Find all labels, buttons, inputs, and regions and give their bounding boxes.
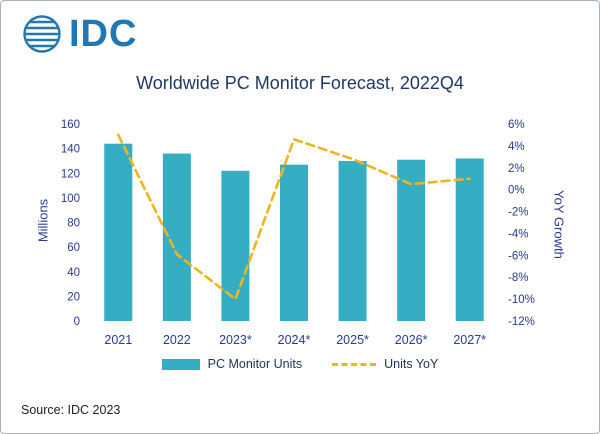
source-note: Source: IDC 2023 — [21, 403, 121, 417]
idc-logo-text: IDC — [69, 13, 138, 55]
x-tick-label: 2023* — [219, 333, 252, 347]
right-tick-label: -4% — [508, 228, 528, 240]
right-tick-label: -12% — [508, 316, 535, 328]
x-tick-label: 2027* — [453, 333, 486, 347]
left-tick-label: 100 — [61, 193, 80, 205]
legend-item-yoy: Units YoY — [332, 357, 438, 371]
left-tick-label: 0 — [74, 316, 80, 328]
left-tick-label: 120 — [61, 168, 80, 180]
right-tick-label: 4% — [508, 141, 525, 153]
left-tick-label: 80 — [67, 218, 80, 230]
yoy-swatch — [332, 362, 377, 366]
x-tick-label: 2021 — [104, 333, 132, 347]
left-tick-label: 20 — [67, 291, 80, 303]
right-tick-label: -8% — [508, 272, 528, 284]
right-tick-label: 0% — [508, 185, 525, 197]
left-tick-label: 160 — [61, 119, 80, 131]
right-tick-label: -2% — [508, 207, 528, 219]
left-tick-label: 140 — [61, 144, 80, 156]
legend-item-units: PC Monitor Units — [161, 357, 303, 371]
yoy-legend-label: Units YoY — [384, 357, 439, 371]
right-tick-label: 2% — [508, 163, 525, 175]
x-tick-label: 2022 — [163, 333, 191, 347]
x-tick-label: 2026* — [395, 333, 428, 347]
x-tick-label: 2024* — [278, 333, 311, 347]
chart-title: Worldwide PC Monitor Forecast, 2022Q4 — [136, 73, 464, 93]
idc-logo: IDC — [21, 13, 137, 55]
bar-2027* — [455, 158, 484, 321]
bar-2024* — [280, 164, 308, 321]
bar-2021 — [104, 143, 133, 321]
left-tick-label: 60 — [67, 242, 80, 254]
x-tick-label: 2025* — [336, 333, 369, 347]
bar-2022 — [162, 153, 191, 321]
right-tick-label: -10% — [508, 294, 535, 306]
bar-2026* — [397, 159, 426, 321]
right-tick-label: -6% — [508, 250, 528, 262]
right-tick-label: 6% — [508, 119, 525, 131]
units-swatch — [161, 358, 200, 370]
idc-globe-icon — [23, 15, 61, 53]
yoy-line — [116, 133, 472, 302]
chart-legend: PC Monitor Units Units YoY — [1, 357, 599, 371]
bar-2025* — [338, 160, 367, 321]
forecast-chart: 0 20 40 60 80 100 120 140 160 6% 4% 2% 0% -2% -4% -6% -8… — [61, 119, 535, 347]
left-tick-label: 40 — [67, 267, 80, 279]
units-legend-label: PC Monitor Units — [207, 357, 303, 371]
